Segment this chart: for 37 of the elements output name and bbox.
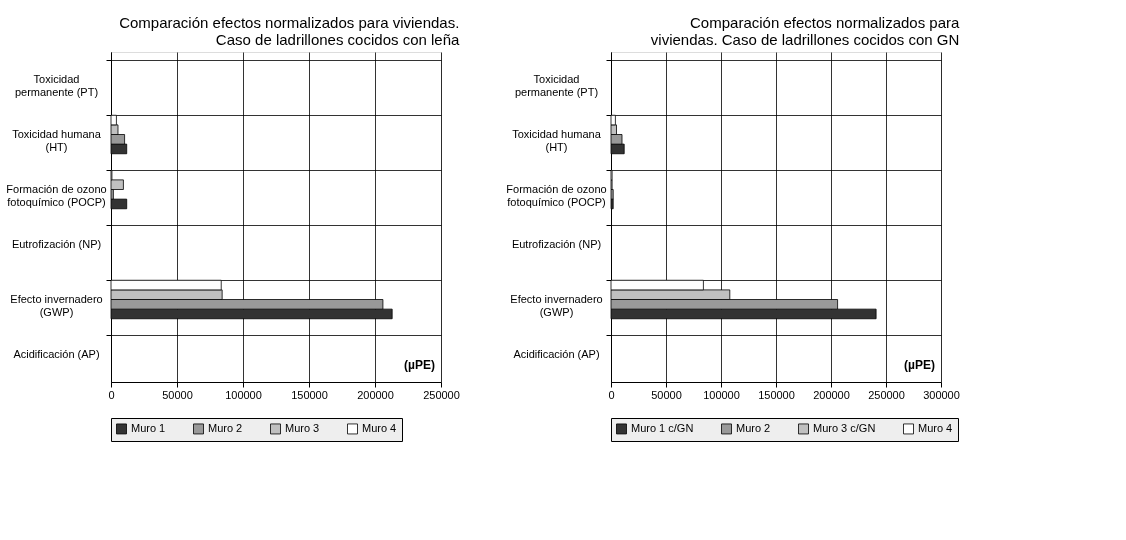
x-tick-label: 100000 <box>703 388 740 401</box>
y-tick-label: Efecto invernadero (GWP) <box>10 292 103 318</box>
legend-label: Muro 1 <box>131 421 166 434</box>
chart-title: Comparación efectos normalizados para viviendas. Caso de ladrillones cocidos con leña <box>119 14 461 48</box>
y-tick-label: Eutrofización (NP) <box>511 237 602 250</box>
y-tick-label: Eutrofización (NP) <box>11 237 102 250</box>
x-tick-label: 0 <box>608 388 615 401</box>
x-tick-label: 0 <box>108 388 115 401</box>
legend-label: Muro 4 <box>362 421 397 434</box>
y-tick-label: Toxicidad humana (HT) <box>512 127 602 153</box>
y-tick-label: Acidificación (AP) <box>13 347 100 360</box>
x-tick-label: 100000 <box>225 388 262 401</box>
y-tick-label: Efecto invernadero (GWP) <box>510 292 603 318</box>
x-tick-label: 150000 <box>291 388 328 401</box>
y-tick-label: Formación de ozono fotoquímico (POCP) <box>506 182 607 208</box>
y-tick-label: Toxicidad permanente (PT) <box>514 72 599 98</box>
x-tick-label: 250000 <box>868 388 905 401</box>
legend-label: Muro 3 c/GN <box>813 421 876 434</box>
x-tick-label: 250000 <box>423 388 460 401</box>
x-tick-label: 150000 <box>758 388 795 401</box>
y-tick-label: Toxicidad humana (HT) <box>12 127 102 153</box>
legend-label: Muro 4 <box>918 421 953 434</box>
x-tick-label: 300000 <box>923 388 960 401</box>
legend-label: Muro 1 c/GN <box>631 421 694 434</box>
y-tick-label: Acidificación (AP) <box>513 347 600 360</box>
annotation: (µPE) <box>404 358 435 372</box>
x-tick-label: 50000 <box>651 388 682 401</box>
x-tick-label: 200000 <box>813 388 850 401</box>
legend-label: Muro 2 <box>736 421 771 434</box>
x-tick-label: 200000 <box>357 388 394 401</box>
y-tick-label: Toxicidad permanente (PT) <box>14 72 99 98</box>
chart-title: Comparación efectos normalizados para viviendas. Caso de ladrillones cocidos con GN <box>650 14 960 48</box>
annotation: (µPE) <box>904 358 935 372</box>
legend-label: Muro 2 <box>208 421 243 434</box>
y-tick-label: Formación de ozono fotoquímico (POCP) <box>6 182 107 208</box>
legend-label: Muro 3 <box>285 421 320 434</box>
x-tick-label: 50000 <box>162 388 193 401</box>
